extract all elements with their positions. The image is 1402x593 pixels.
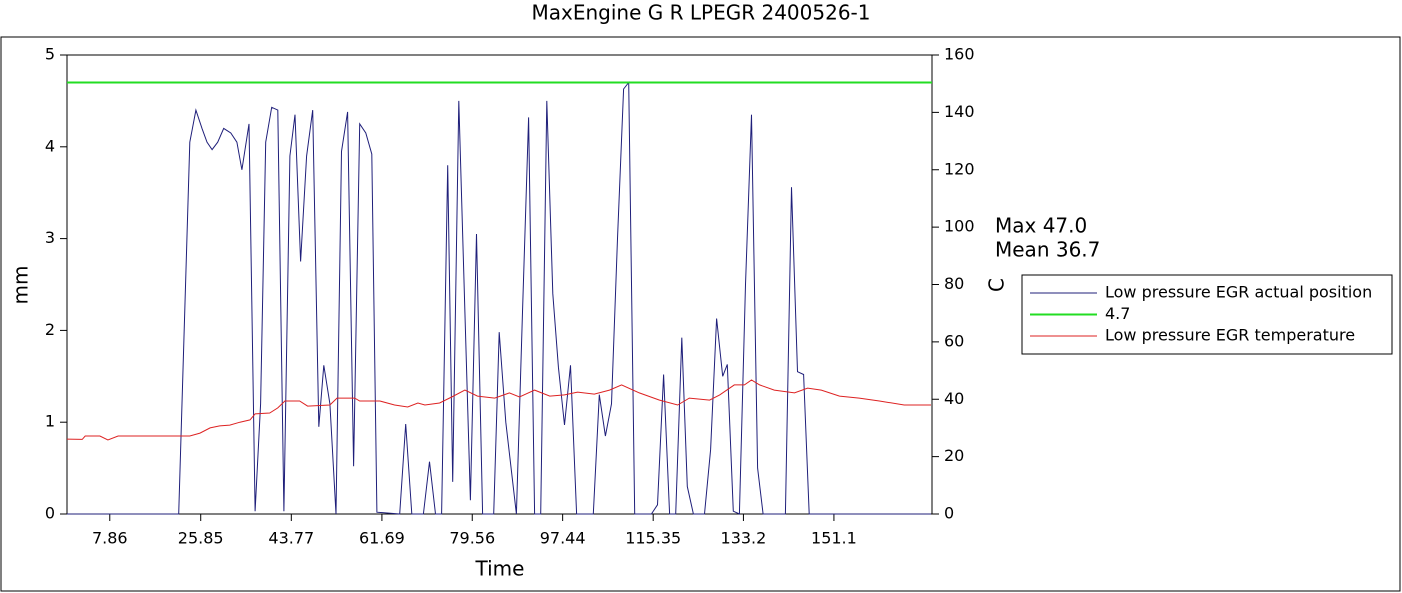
x-tick-label: 151.1 bbox=[811, 529, 857, 548]
x-tick-label: 133.2 bbox=[721, 529, 767, 548]
y2-axis-label: C bbox=[985, 278, 1009, 292]
y-tick-label: 2 bbox=[45, 320, 55, 339]
y2-tick-label: 140 bbox=[944, 102, 975, 121]
y2-tick-label: 120 bbox=[944, 159, 975, 178]
series-line bbox=[67, 81, 931, 515]
y-axis-label: mm bbox=[9, 266, 33, 305]
annotation: Mean 36.7 bbox=[995, 238, 1100, 262]
x-tick-label: 97.44 bbox=[540, 529, 586, 548]
y-tick-label: 1 bbox=[45, 412, 55, 431]
x-tick-label: 25.85 bbox=[178, 529, 224, 548]
y2-tick-label: 80 bbox=[944, 274, 964, 293]
legend-label: 4.7 bbox=[1105, 304, 1130, 323]
y-tick-label: 0 bbox=[45, 504, 55, 523]
annotation: Max 47.0 bbox=[995, 214, 1087, 238]
x-axis-label: Time bbox=[475, 557, 525, 581]
x-tick-label: 43.77 bbox=[268, 529, 314, 548]
x-tick-label: 61.69 bbox=[359, 529, 405, 548]
frame bbox=[0, 36, 1401, 592]
y-tick-label: 4 bbox=[45, 136, 55, 155]
x-tick-label: 79.56 bbox=[449, 529, 495, 548]
y2-tick-label: 40 bbox=[944, 389, 964, 408]
y-tick-label: 3 bbox=[45, 228, 55, 247]
y2-tick-label: 100 bbox=[944, 217, 975, 236]
plot-area bbox=[66, 54, 933, 515]
legend-label: Low pressure EGR actual position bbox=[1105, 283, 1372, 302]
y-tick-label: 5 bbox=[45, 45, 55, 64]
y2-tick-label: 160 bbox=[944, 45, 975, 64]
legend-label: Low pressure EGR temperature bbox=[1105, 326, 1355, 345]
y2-tick-label: 0 bbox=[944, 504, 954, 523]
x-tick-label: 115.35 bbox=[625, 529, 681, 548]
x-tick-label: 7.86 bbox=[92, 529, 128, 548]
chart-title: MaxEngine G R LPEGR 2400526-1 bbox=[532, 1, 871, 25]
series-line bbox=[66, 379, 931, 441]
y2-tick-label: 60 bbox=[944, 331, 964, 350]
y2-tick-label: 20 bbox=[944, 446, 964, 465]
